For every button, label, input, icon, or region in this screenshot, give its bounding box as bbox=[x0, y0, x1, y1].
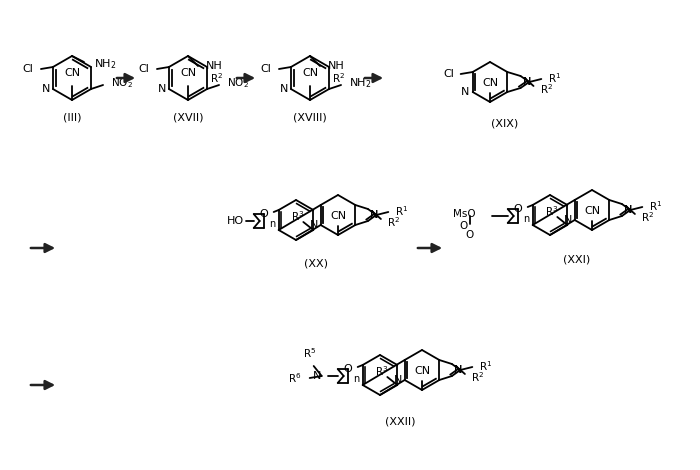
Text: CN: CN bbox=[302, 68, 318, 78]
Text: n: n bbox=[523, 214, 529, 224]
Text: NH: NH bbox=[206, 61, 223, 71]
Text: N: N bbox=[522, 77, 531, 87]
Text: R$^6$: R$^6$ bbox=[288, 371, 302, 385]
Text: (XVIII): (XVIII) bbox=[293, 113, 327, 123]
Text: (XXI): (XXI) bbox=[564, 255, 591, 265]
Text: R$^2$: R$^2$ bbox=[540, 82, 553, 96]
Text: CN: CN bbox=[330, 211, 346, 221]
Text: N: N bbox=[279, 84, 288, 94]
Text: R$^2$: R$^2$ bbox=[387, 215, 400, 229]
Text: R$^2$: R$^2$ bbox=[210, 71, 223, 85]
Text: R$^5$: R$^5$ bbox=[303, 346, 316, 360]
Text: N: N bbox=[310, 220, 319, 230]
Text: Cl: Cl bbox=[260, 64, 271, 74]
Text: (XX): (XX) bbox=[304, 258, 328, 268]
Text: N: N bbox=[370, 210, 378, 220]
Text: O: O bbox=[343, 364, 351, 374]
Text: N: N bbox=[522, 77, 531, 87]
Text: NH$_2$: NH$_2$ bbox=[349, 76, 372, 90]
Text: NO$_2$: NO$_2$ bbox=[111, 76, 133, 90]
Text: n: n bbox=[269, 219, 275, 229]
Text: Cl: Cl bbox=[138, 64, 149, 74]
Text: (XXII): (XXII) bbox=[385, 417, 415, 427]
Text: N: N bbox=[624, 205, 632, 215]
Text: R$^2$: R$^2$ bbox=[641, 210, 654, 224]
Text: N: N bbox=[461, 87, 470, 97]
Text: N: N bbox=[454, 365, 462, 375]
Text: N: N bbox=[564, 215, 573, 225]
Text: (XVII): (XVII) bbox=[173, 113, 203, 123]
Text: N: N bbox=[314, 371, 322, 381]
Text: N: N bbox=[624, 205, 632, 215]
Text: N: N bbox=[370, 210, 378, 220]
Text: O: O bbox=[513, 204, 522, 214]
Text: MsO: MsO bbox=[453, 209, 476, 219]
Text: R$^2$: R$^2$ bbox=[332, 71, 345, 85]
Text: R$^1$: R$^1$ bbox=[480, 359, 493, 373]
Text: N: N bbox=[158, 84, 166, 94]
Text: N: N bbox=[454, 365, 462, 375]
Text: R$^3$: R$^3$ bbox=[290, 209, 304, 223]
Text: (III): (III) bbox=[63, 113, 81, 123]
Text: R$^3$: R$^3$ bbox=[374, 364, 388, 378]
Text: n: n bbox=[353, 374, 359, 384]
Text: Cl: Cl bbox=[444, 69, 455, 79]
Text: O: O bbox=[259, 209, 267, 219]
Text: NO$_2$: NO$_2$ bbox=[227, 76, 249, 90]
Text: CN: CN bbox=[584, 206, 600, 216]
Text: R$^1$: R$^1$ bbox=[548, 71, 561, 85]
Text: N: N bbox=[41, 84, 50, 94]
Text: O: O bbox=[466, 230, 474, 240]
Text: R$^1$: R$^1$ bbox=[650, 199, 663, 213]
Text: R$^2$: R$^2$ bbox=[471, 370, 484, 384]
Text: (XIX): (XIX) bbox=[491, 119, 519, 129]
Text: R$^1$: R$^1$ bbox=[395, 204, 409, 218]
Text: HO: HO bbox=[227, 216, 244, 226]
Text: CN: CN bbox=[414, 366, 430, 376]
Text: Cl: Cl bbox=[22, 64, 33, 74]
Text: NH$_2$: NH$_2$ bbox=[94, 57, 117, 71]
Text: NH: NH bbox=[328, 61, 344, 71]
Text: CN: CN bbox=[482, 78, 498, 88]
Text: N: N bbox=[394, 375, 402, 385]
Text: R$^3$: R$^3$ bbox=[545, 204, 558, 218]
Text: CN: CN bbox=[180, 68, 196, 78]
Text: O: O bbox=[460, 221, 468, 231]
Text: CN: CN bbox=[64, 68, 80, 78]
